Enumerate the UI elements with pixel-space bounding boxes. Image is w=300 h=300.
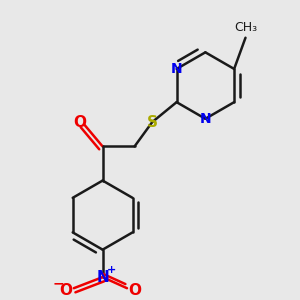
Text: O: O bbox=[128, 283, 142, 298]
Text: O: O bbox=[73, 115, 86, 130]
Text: N: N bbox=[200, 112, 211, 126]
Text: CH₃: CH₃ bbox=[234, 21, 257, 34]
Text: N: N bbox=[171, 62, 182, 76]
Text: N: N bbox=[96, 270, 109, 285]
Text: −: − bbox=[52, 277, 64, 291]
Text: O: O bbox=[59, 283, 72, 298]
Text: +: + bbox=[107, 266, 116, 275]
Text: S: S bbox=[147, 115, 158, 130]
